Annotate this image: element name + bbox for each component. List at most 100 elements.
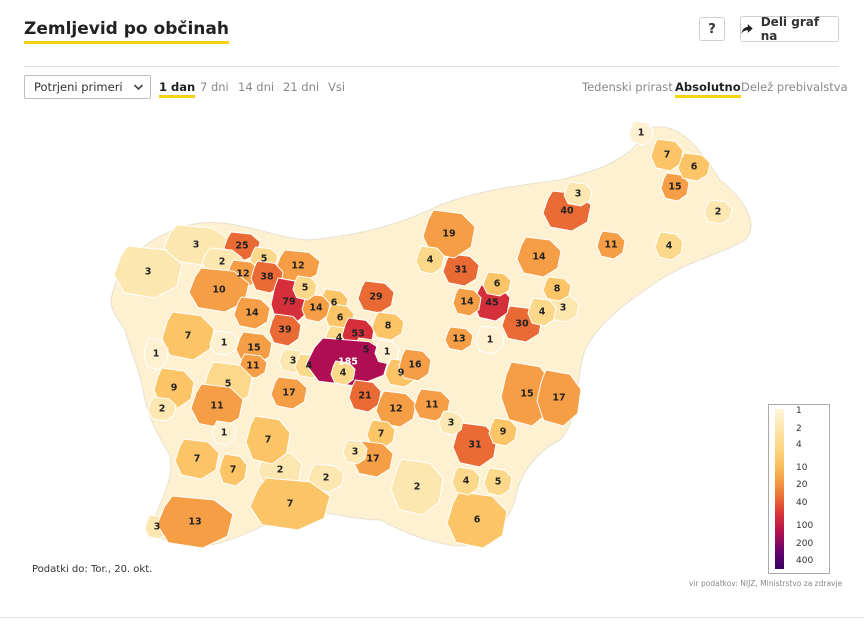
- municipality-value-label: 8: [554, 284, 561, 295]
- municipality-region[interactable]: [250, 260, 284, 294]
- help-button[interactable]: ?: [699, 17, 725, 41]
- municipality-region[interactable]: [147, 396, 177, 422]
- tab-1-dan[interactable]: 1 dan: [159, 80, 196, 98]
- municipality-value-label: 4: [539, 307, 546, 318]
- municipality-region[interactable]: [188, 267, 250, 313]
- municipality-region[interactable]: [245, 415, 291, 465]
- municipality-value-label: 39: [278, 325, 291, 336]
- municipality-region[interactable]: [703, 199, 733, 225]
- tab-absolutno[interactable]: Absolutno: [675, 80, 741, 98]
- municipality-region[interactable]: [563, 181, 593, 207]
- municipality-value-label: 14: [309, 303, 323, 314]
- municipality-value-label: 1: [487, 335, 494, 346]
- municipality-region[interactable]: [233, 296, 271, 330]
- municipality-region[interactable]: [483, 467, 513, 497]
- share-arrow-icon: [741, 23, 753, 34]
- municipality-region[interactable]: [249, 477, 331, 531]
- tab-7-dni[interactable]: 7 dni: [200, 80, 229, 94]
- municipality-value-label: 9: [500, 427, 507, 438]
- municipality-region[interactable]: [348, 379, 382, 413]
- municipality-region[interactable]: [415, 245, 445, 275]
- municipality-value-label: 9: [171, 383, 178, 394]
- tab-14-dni[interactable]: 14 dni: [238, 80, 275, 94]
- municipality-value-label: 5: [225, 379, 232, 390]
- legend-tick: 4: [796, 440, 802, 450]
- municipality-value-label: 1: [153, 349, 160, 360]
- municipality-value-label: 6: [691, 162, 698, 173]
- municipality-value-label: 1: [221, 428, 228, 439]
- municipality-region[interactable]: [375, 390, 417, 428]
- municipality-region[interactable]: [444, 326, 474, 352]
- municipality-region[interactable]: [398, 348, 432, 382]
- municipality-region[interactable]: [628, 120, 654, 146]
- municipality-region[interactable]: [209, 330, 239, 356]
- municipality-region[interactable]: [422, 209, 476, 259]
- municipality-region[interactable]: [342, 439, 368, 465]
- municipality-region[interactable]: [113, 245, 183, 299]
- municipality-region[interactable]: [218, 453, 248, 487]
- municipality-region[interactable]: [390, 458, 444, 516]
- municipality-value-label: 5: [302, 283, 309, 294]
- municipality-region[interactable]: [161, 311, 215, 361]
- municipality-value-label: 15: [668, 182, 681, 193]
- municipality-region[interactable]: [596, 230, 626, 260]
- tab-21-dni[interactable]: 21 dni: [283, 80, 320, 94]
- legend-tick: 10: [796, 463, 808, 473]
- municipality-region[interactable]: [156, 495, 234, 549]
- tab-vsi[interactable]: Vsi: [328, 80, 346, 94]
- municipality-region[interactable]: [536, 369, 582, 427]
- municipality-value-label: 9: [398, 368, 405, 379]
- municipality-region[interactable]: [677, 152, 711, 182]
- municipality-value-label: 13: [188, 517, 201, 528]
- municipality-value-label: 1: [384, 347, 391, 358]
- share-button[interactable]: Deli graf na: [740, 15, 839, 43]
- municipality-region[interactable]: [654, 231, 684, 261]
- legend-tick: 100: [796, 521, 814, 531]
- metric-select[interactable]: Potrjeni primeri: [24, 75, 151, 99]
- municipality-value-label: 2: [414, 482, 421, 493]
- municipality-value-label: 3: [154, 522, 161, 533]
- municipality-value-label: 3: [575, 189, 582, 200]
- municipality-region[interactable]: [301, 293, 331, 323]
- data-date-note: Podatki do: Tor., 20. okt.: [32, 564, 153, 575]
- legend-tick: 400: [796, 556, 814, 566]
- municipality-region[interactable]: [211, 420, 237, 446]
- municipality-region[interactable]: [371, 311, 405, 341]
- municipality-value-label: 15: [247, 343, 260, 354]
- municipality-region[interactable]: [488, 417, 518, 447]
- municipality-region[interactable]: [542, 276, 572, 302]
- municipality-region[interactable]: [650, 138, 684, 172]
- municipality-region[interactable]: [438, 410, 464, 436]
- municipality-value-label: 38: [260, 272, 274, 283]
- municipality-value-label: 2: [277, 465, 284, 476]
- municipality-region[interactable]: [451, 466, 481, 496]
- municipality-value-label: 3: [560, 303, 567, 314]
- municipality-region[interactable]: [475, 325, 505, 355]
- municipality-region[interactable]: [527, 297, 557, 327]
- municipality-region[interactable]: [452, 287, 482, 317]
- municipality-value-label: 14: [532, 252, 546, 263]
- municipality-value-label: 3: [448, 418, 455, 429]
- municipality-region[interactable]: [413, 388, 451, 422]
- tab-delez-prebivalstva[interactable]: Delež prebivalstva: [741, 80, 848, 94]
- municipality-value-label: 7: [185, 331, 192, 342]
- municipality-region[interactable]: [516, 236, 562, 278]
- municipality-region[interactable]: [143, 337, 169, 371]
- municipality-value-label: 4: [666, 241, 673, 252]
- municipality-region[interactable]: [174, 438, 220, 480]
- municipality-region[interactable]: [292, 275, 318, 301]
- municipality-region[interactable]: [482, 271, 512, 297]
- municipality-value-label: 12: [236, 269, 249, 280]
- municipality-value-label: 3: [145, 267, 152, 278]
- municipality-region[interactable]: [442, 253, 480, 287]
- municipality-value-label: 11: [246, 361, 259, 372]
- municipality-value-label: 10: [212, 285, 226, 296]
- tab-tedenski-prirast[interactable]: Tedenski prirast: [582, 80, 673, 94]
- municipality-region[interactable]: [446, 491, 508, 549]
- municipality-value-label: 53: [351, 329, 364, 340]
- metric-select-value: Potrjeni primeri: [34, 80, 123, 94]
- municipality-region[interactable]: [307, 463, 345, 493]
- municipality-region[interactable]: [330, 360, 356, 386]
- municipality-region[interactable]: [268, 313, 302, 347]
- municipality-region[interactable]: [270, 376, 308, 410]
